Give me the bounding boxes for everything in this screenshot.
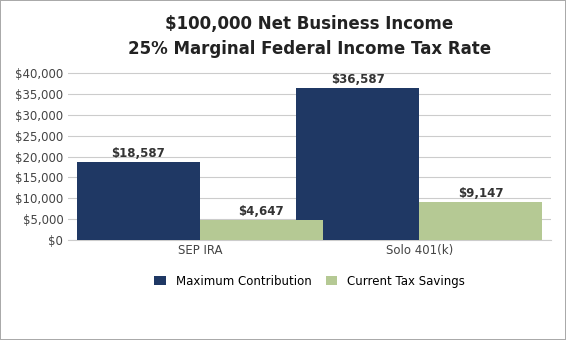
Title: $100,000 Net Business Income
25% Marginal Federal Income Tax Rate: $100,000 Net Business Income 25% Margina… — [128, 15, 491, 58]
Text: $18,587: $18,587 — [112, 147, 165, 160]
Text: $36,587: $36,587 — [331, 72, 385, 86]
Bar — [200, 220, 323, 240]
Bar — [77, 163, 200, 240]
Legend: Maximum Contribution, Current Tax Savings: Maximum Contribution, Current Tax Saving… — [149, 270, 469, 292]
Bar — [297, 88, 419, 240]
Bar — [419, 202, 542, 240]
Text: $4,647: $4,647 — [238, 205, 284, 218]
Text: $9,147: $9,147 — [458, 187, 504, 200]
